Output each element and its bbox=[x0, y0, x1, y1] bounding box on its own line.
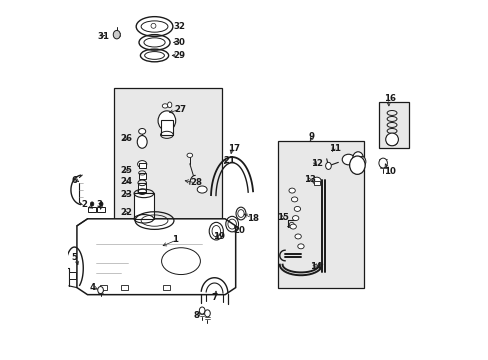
Ellipse shape bbox=[186, 153, 192, 157]
Ellipse shape bbox=[158, 111, 175, 131]
Ellipse shape bbox=[291, 197, 297, 202]
Ellipse shape bbox=[297, 244, 304, 249]
Bar bbox=[378, 102, 407, 148]
Text: 18: 18 bbox=[247, 213, 259, 222]
Bar bbox=[139, 173, 145, 179]
Ellipse shape bbox=[289, 224, 296, 229]
Bar bbox=[88, 207, 96, 212]
Bar bbox=[97, 207, 105, 212]
Bar bbox=[100, 285, 107, 291]
Ellipse shape bbox=[294, 234, 301, 239]
Text: 7: 7 bbox=[210, 293, 217, 302]
Ellipse shape bbox=[378, 158, 386, 168]
Text: 16: 16 bbox=[383, 94, 395, 103]
Ellipse shape bbox=[197, 186, 207, 193]
Text: 24: 24 bbox=[120, 177, 132, 186]
Ellipse shape bbox=[98, 287, 103, 294]
Text: 22: 22 bbox=[120, 208, 132, 217]
Ellipse shape bbox=[342, 154, 354, 165]
Text: 11: 11 bbox=[328, 144, 341, 153]
Bar bbox=[160, 120, 173, 135]
Ellipse shape bbox=[385, 133, 398, 146]
Text: 12: 12 bbox=[310, 158, 322, 167]
Text: 31: 31 bbox=[97, 32, 109, 41]
Text: 1: 1 bbox=[172, 235, 178, 244]
Ellipse shape bbox=[312, 177, 321, 184]
Text: 28: 28 bbox=[190, 178, 203, 187]
Text: 5: 5 bbox=[71, 253, 77, 262]
Ellipse shape bbox=[292, 216, 298, 221]
Bar bbox=[134, 193, 154, 219]
Text: 26: 26 bbox=[120, 134, 132, 143]
Ellipse shape bbox=[137, 136, 147, 148]
Bar bbox=[121, 285, 128, 291]
Text: 29: 29 bbox=[173, 51, 185, 60]
Bar bbox=[69, 273, 75, 279]
Ellipse shape bbox=[204, 310, 210, 317]
Text: 14: 14 bbox=[309, 262, 321, 271]
Bar bbox=[163, 285, 170, 291]
Ellipse shape bbox=[294, 207, 300, 211]
Text: 19: 19 bbox=[212, 232, 224, 241]
Ellipse shape bbox=[167, 102, 171, 108]
Ellipse shape bbox=[137, 161, 146, 168]
Bar bbox=[313, 181, 319, 185]
Ellipse shape bbox=[199, 307, 204, 314]
Ellipse shape bbox=[325, 162, 330, 170]
Bar bbox=[138, 183, 146, 192]
Ellipse shape bbox=[113, 30, 120, 39]
Bar bbox=[114, 88, 221, 222]
Bar bbox=[139, 163, 145, 168]
Text: 17: 17 bbox=[227, 144, 239, 153]
Text: 10: 10 bbox=[383, 167, 395, 176]
Text: 4: 4 bbox=[89, 283, 95, 292]
Text: 25: 25 bbox=[120, 166, 132, 175]
Text: 30: 30 bbox=[173, 38, 185, 47]
Text: 32: 32 bbox=[173, 22, 185, 31]
Ellipse shape bbox=[139, 129, 145, 134]
Text: 21: 21 bbox=[223, 156, 235, 165]
Text: 6: 6 bbox=[71, 176, 78, 185]
Text: 27: 27 bbox=[174, 105, 186, 114]
Ellipse shape bbox=[357, 156, 365, 167]
Text: 2: 2 bbox=[81, 200, 88, 209]
Ellipse shape bbox=[162, 104, 167, 108]
Text: 23: 23 bbox=[120, 190, 132, 199]
Ellipse shape bbox=[151, 23, 156, 28]
Ellipse shape bbox=[289, 222, 294, 227]
Bar bbox=[278, 141, 364, 288]
Ellipse shape bbox=[288, 188, 295, 193]
Ellipse shape bbox=[352, 152, 363, 165]
Polygon shape bbox=[77, 219, 235, 294]
Text: 15: 15 bbox=[276, 212, 288, 221]
Text: 3: 3 bbox=[96, 200, 102, 209]
Text: 9: 9 bbox=[307, 132, 313, 141]
Ellipse shape bbox=[90, 202, 94, 206]
Ellipse shape bbox=[99, 202, 103, 206]
Text: 20: 20 bbox=[233, 226, 244, 235]
Ellipse shape bbox=[349, 156, 365, 174]
Text: 8: 8 bbox=[193, 311, 199, 320]
Text: 13: 13 bbox=[303, 175, 315, 184]
